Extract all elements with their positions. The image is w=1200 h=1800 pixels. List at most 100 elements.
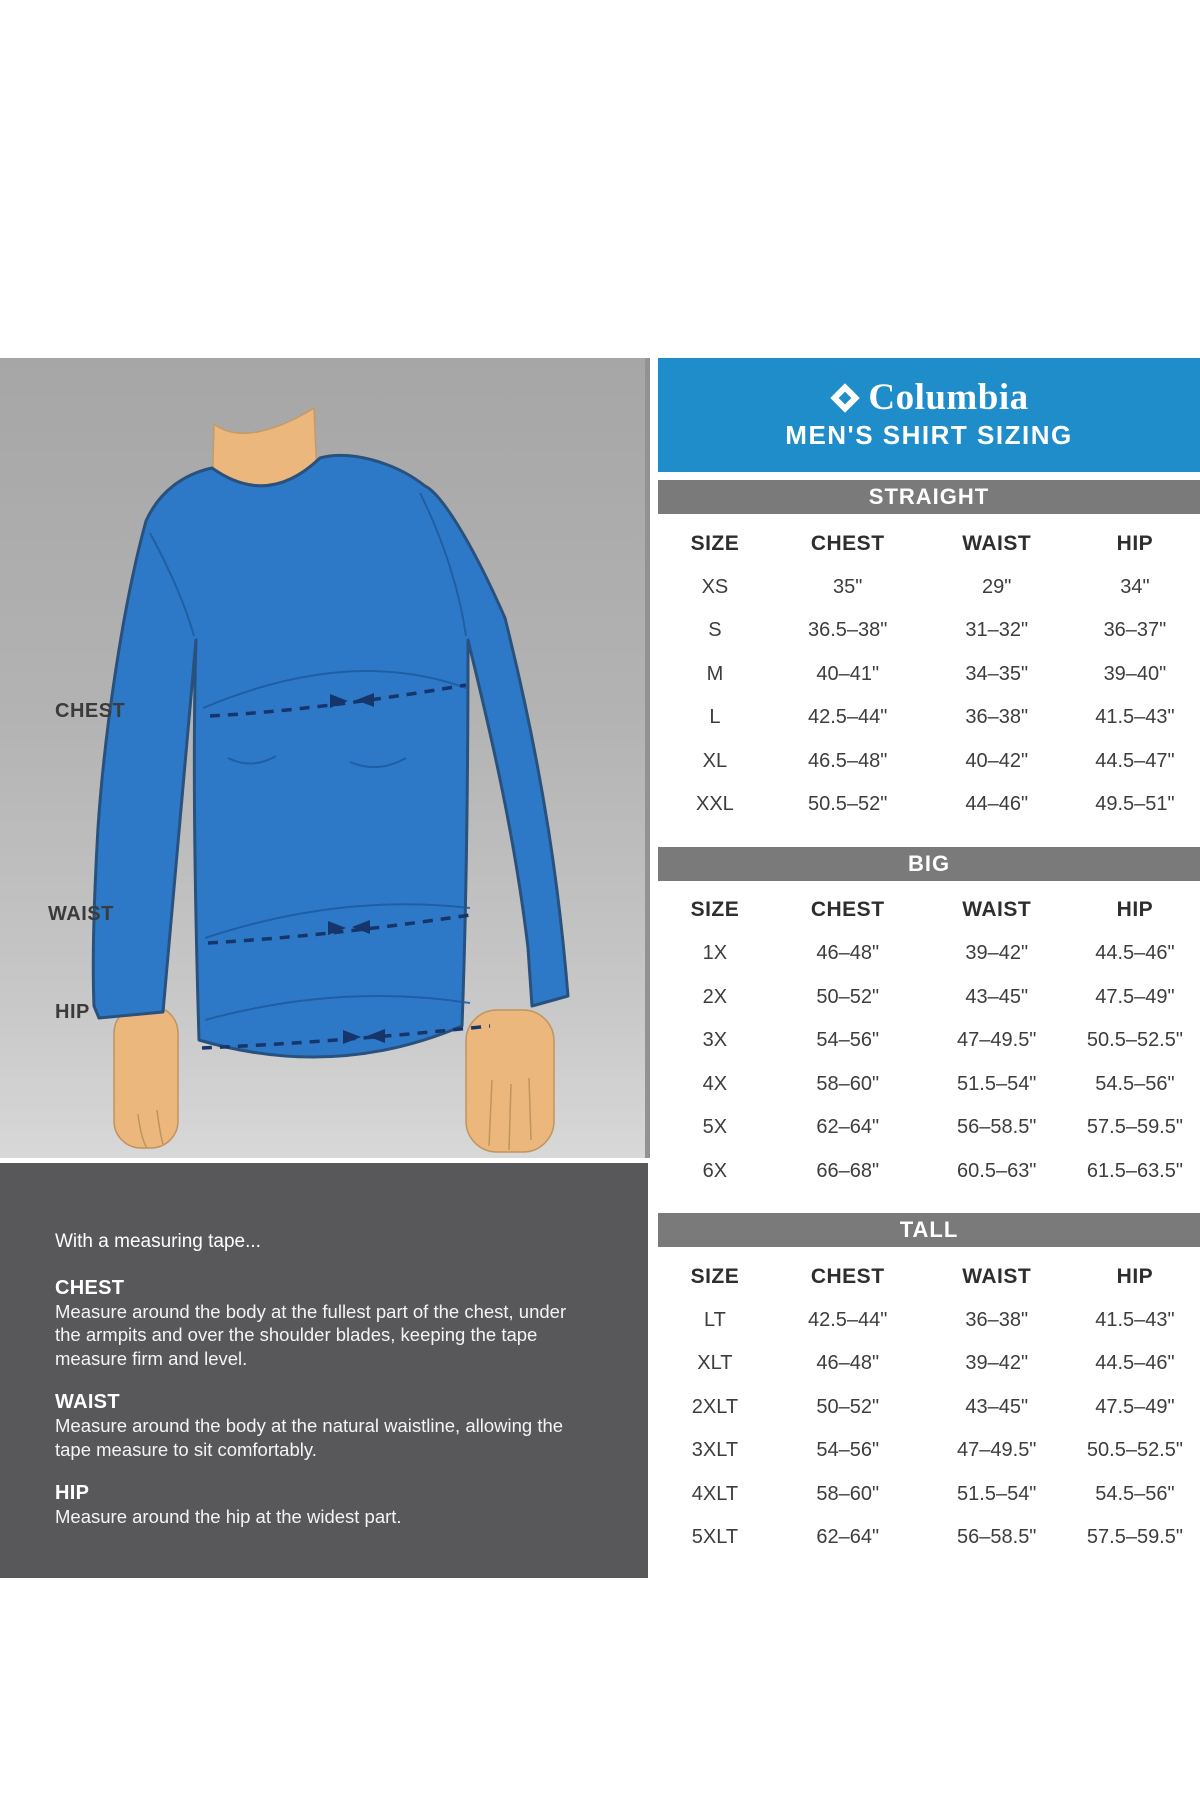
column-header: CHEST (810, 1264, 885, 1288)
table-cell: 39–42" (965, 1352, 1029, 1375)
table-cell: 47.5–49" (1095, 1395, 1175, 1418)
table-row: XXL 50.5–52" 44–46" 49.5–51" (658, 783, 1200, 827)
instruction-hip: HIP Measure around the hip at the widest … (55, 1482, 588, 1528)
table-cell: 44.5–47" (1095, 749, 1175, 772)
table-header-row: SIZE CHEST WAIST HIP (658, 522, 1200, 566)
instruction-body: Measure around the body at the fullest p… (55, 1301, 567, 1369)
table-cell: 46.5–48" (807, 749, 888, 772)
table-header-row: SIZE CHEST WAIST HIP (658, 889, 1200, 933)
table-cell: 47–49.5" (957, 1439, 1037, 1462)
left-panel: CHEST WAIST HIP With a measuring tape...… (0, 358, 650, 1578)
column-header: WAIST (962, 531, 1032, 555)
table-row: 5X 62–64" 56–58.5" 57.5–59.5" (658, 1106, 1200, 1150)
table-row: 5XLT 62–64" 56–58.5" 57.5–59.5" (658, 1516, 1200, 1560)
instruction-body: Measure around the hip at the widest par… (55, 1506, 402, 1528)
instruction-heading: CHEST (55, 1277, 125, 1299)
table-cell: 5XLT (691, 1526, 739, 1549)
column-header: WAIST (962, 898, 1032, 922)
table-cell: 44.5–46" (1095, 942, 1175, 965)
table-cell: 54.5–56" (1095, 1482, 1175, 1505)
table-cell: M (706, 662, 724, 685)
table-cell: 58–60" (816, 1482, 880, 1505)
table-cell: 29" (982, 575, 1012, 598)
table-cell: 43–45" (965, 1395, 1029, 1418)
table-cell: 41.5–43" (1095, 706, 1175, 729)
table-cell: 36–38" (965, 1308, 1029, 1331)
table-row: 1X 46–48" 39–42" 44.5–46" (658, 932, 1200, 976)
table-cell: 50.5–52.5" (1086, 1029, 1183, 1052)
instruction-heading: WAIST (55, 1391, 120, 1414)
table-cell: 50–52" (816, 985, 880, 1008)
table-cell: 41.5–43" (1095, 1308, 1175, 1331)
table-cell: 46–48" (816, 942, 880, 965)
table-cell: 47–49.5" (957, 1029, 1037, 1052)
table-cell: 56–58.5" (957, 1116, 1037, 1139)
table-cell: 50–52" (816, 1395, 880, 1418)
brand-logo: Columbia (829, 379, 1028, 416)
table-cell: XXL (696, 793, 734, 816)
size-table-straight: SIZE CHEST WAIST HIP XS 35" 29" 34" S 36.5–38" 31–… (658, 514, 1200, 839)
table-cell: 54–56" (816, 1029, 880, 1052)
waist-measure-line (207, 913, 471, 945)
table-cell: 1X (702, 942, 728, 965)
table-cell: 56–58.5" (957, 1526, 1037, 1549)
column-header: CHEST (810, 898, 885, 922)
table-header-row: SIZE CHEST WAIST HIP (658, 1255, 1200, 1299)
section-bar-big: BIG (658, 846, 1200, 881)
table-cell: 57.5–59.5" (1086, 1526, 1183, 1549)
table-cell: 61.5–63.5" (1086, 1159, 1183, 1182)
table-cell: LT (703, 1308, 726, 1331)
table-cell: S (708, 619, 722, 642)
table-cell: 4X (702, 1072, 728, 1095)
table-cell: 36–37" (1103, 619, 1167, 642)
column-header: WAIST (962, 1264, 1032, 1288)
table-row: LT 42.5–44" 36–38" 41.5–43" (658, 1299, 1200, 1343)
brand-header: Columbia MEN'S SHIRT SIZING (658, 358, 1200, 472)
table-cell: 34" (1120, 575, 1150, 598)
table-cell: 5X (702, 1116, 728, 1139)
table-cell: 57.5–59.5" (1086, 1116, 1183, 1139)
table-row: 6X 66–68" 60.5–63" 61.5–63.5" (658, 1150, 1200, 1194)
table-cell: 54–56" (816, 1439, 880, 1462)
table-cell: 50.5–52" (807, 793, 888, 816)
table-cell: 42.5–44" (807, 706, 888, 729)
table-cell: 39–42" (965, 942, 1029, 965)
table-row: XS 35" 29" 34" (658, 566, 1200, 610)
table-row: 2X 50–52" 43–45" 47.5–49" (658, 976, 1200, 1020)
table-cell: 6X (702, 1159, 728, 1182)
chest-measure-line (209, 683, 467, 718)
table-row: XL 46.5–48" 40–42" 44.5–47" (658, 740, 1200, 784)
section-bar-tall: TALL (658, 1213, 1200, 1247)
table-cell: 31–32" (965, 619, 1029, 642)
table-cell: 34–35" (965, 662, 1029, 685)
instruction-chest: CHEST Measure around the body at the full… (55, 1277, 588, 1370)
table-cell: 4XLT (691, 1482, 739, 1505)
table-cell: 39–40" (1103, 662, 1167, 685)
measuring-instructions-box: With a measuring tape... CHEST Measure ar… (0, 1163, 648, 1578)
table-cell: 62–64" (816, 1116, 880, 1139)
table-cell: XS (701, 575, 729, 598)
column-header: HIP (1116, 898, 1154, 922)
table-cell: XL (702, 749, 728, 772)
shirt-shape (91, 454, 570, 1059)
table-cell: 60.5–63" (957, 1159, 1037, 1182)
shirt-measurement-illustration: CHEST WAIST HIP (0, 358, 650, 1158)
table-block-big: BIG SIZE CHEST WAIST HIP 1X 46–48" 39–42" 44.5–4… (658, 846, 1200, 1205)
table-cell: 2XLT (691, 1395, 739, 1418)
size-table-tall: SIZE CHEST WAIST HIP LT 42.5–44" 36–38" 41.5–43… (658, 1247, 1200, 1572)
table-row: S 36.5–38" 31–32" 36–37" (658, 609, 1200, 653)
column-header: CHEST (810, 531, 885, 555)
size-table-big: SIZE CHEST WAIST HIP 1X 46–48" 39–42" 44.5–46" 2… (658, 880, 1200, 1205)
table-block-tall: TALL SIZE CHEST WAIST HIP LT 42.5–44" 36–38" 41.… (658, 1213, 1200, 1572)
table-row: L 42.5–44" 36–38" 41.5–43" (658, 696, 1200, 740)
table-cell: 42.5–44" (807, 1308, 888, 1331)
diagram-waist-label: WAIST (48, 903, 114, 925)
instructions-sections: CHEST Measure around the body at the full… (55, 1277, 588, 1529)
table-row: 3XLT 54–56" 47–49.5" 50.5–52.5" (658, 1429, 1200, 1473)
table-cell: 35" (833, 575, 863, 598)
instruction-waist: WAIST Measure around the body at the natu… (55, 1391, 588, 1461)
columbia-diamond-icon (830, 382, 861, 413)
table-cell: L (709, 706, 721, 729)
measure-arrows (328, 693, 385, 1044)
section-bar-straight: STRAIGHT (658, 480, 1200, 514)
